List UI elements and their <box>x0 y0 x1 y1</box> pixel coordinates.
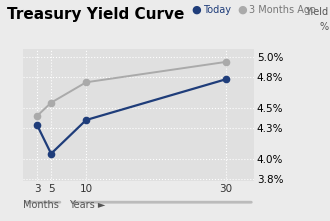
Text: Months: Months <box>23 200 59 210</box>
Text: Yield: Yield <box>305 7 328 17</box>
Text: Treasury Yield Curve: Treasury Yield Curve <box>7 7 184 22</box>
Text: %: % <box>319 22 328 32</box>
Text: ●: ● <box>238 5 248 15</box>
Text: ●: ● <box>191 5 201 15</box>
Text: 3 Months Ago: 3 Months Ago <box>249 5 316 15</box>
Text: Today: Today <box>203 5 231 15</box>
Text: Years ►: Years ► <box>69 200 106 210</box>
